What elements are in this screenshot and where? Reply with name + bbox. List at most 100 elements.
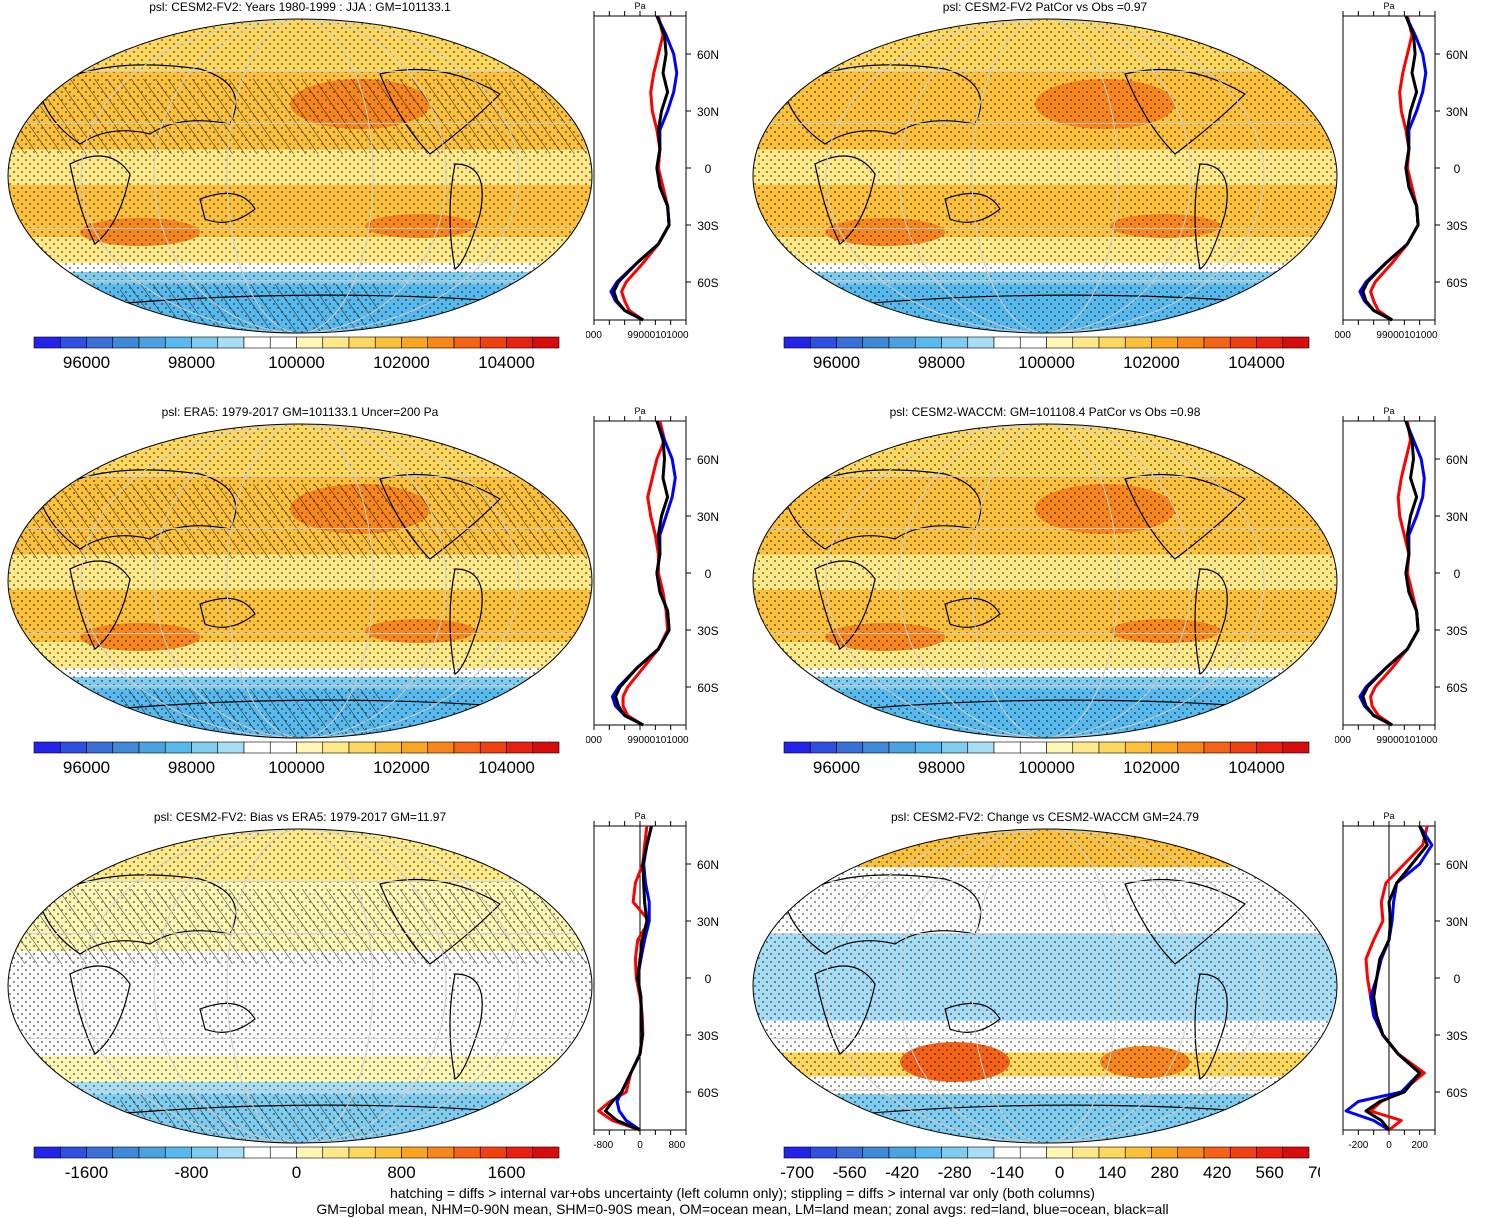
zonal-ylabel: Pa — [1383, 811, 1394, 821]
map-era5 — [7, 423, 593, 739]
colorbar-box — [348, 1146, 376, 1159]
map-change — [752, 828, 1338, 1144]
colorbar-tick-label: 100000 — [268, 353, 325, 372]
zonal-lat-label: 30S — [697, 624, 718, 638]
panel-fv2-clim: psl: CESM2-FV2: Years 1980-1999 : JJA : … — [0, 0, 740, 380]
colorbar-tick-label: 560 — [1255, 1163, 1283, 1182]
zonal-ylabel: Pa — [634, 406, 645, 416]
zonal-ylabel: Pa — [634, 811, 645, 821]
colorbar-box — [348, 741, 376, 754]
zonal-frame — [1342, 15, 1436, 321]
colorbar-bias: -1600 -800 0 800 1600 — [33, 1146, 560, 1182]
map-field — [8, 19, 592, 333]
colorbar-box — [1072, 1146, 1100, 1159]
colorbar-box — [1256, 741, 1284, 754]
colorbar-box — [506, 336, 534, 349]
hatching-north — [8, 484, 592, 559]
colorbar-box — [941, 336, 969, 349]
map-fv2-clim — [7, 18, 593, 334]
colorbar-tick-label: 104000 — [478, 758, 535, 777]
zonal-x-label: -800 — [593, 1140, 613, 1150]
graticule — [8, 424, 592, 738]
colorbar-era5: 96000 98000 100000 102000 104000 — [33, 741, 560, 777]
footer-note-1: hatching = diffs > internal var+obs unce… — [390, 1185, 1095, 1201]
colorbar-box — [1256, 1146, 1284, 1159]
colorbar-box — [348, 336, 376, 349]
map-outline — [752, 828, 1338, 1144]
map-fv2-patcor — [752, 18, 1338, 334]
colorbar-tick-label: 100000 — [268, 758, 325, 777]
colorbar-box — [269, 336, 297, 349]
colorbar-box — [269, 741, 297, 754]
zonal-land-line — [1369, 420, 1420, 727]
colorbar-box — [993, 336, 1021, 349]
colorbar-box — [427, 741, 455, 754]
meridian — [153, 829, 447, 1143]
colorbar-box — [217, 1146, 245, 1159]
zonal-lat-label: 60S — [697, 1086, 718, 1100]
zonal-waccm: Pa 60N 30N 0 30S 60S 97000 99000101000 — [1335, 406, 1468, 745]
colorbar-box — [296, 1146, 324, 1159]
zonal-x-label: 97000 — [1335, 330, 1351, 340]
meridian — [825, 829, 1265, 1143]
meridian — [898, 19, 1192, 333]
colorbar-box — [1046, 336, 1074, 349]
zonal-lat-label: 60S — [697, 276, 718, 290]
zonal-x-label: -200 — [1348, 1140, 1368, 1150]
meridian — [80, 829, 520, 1143]
colorbar-box — [914, 336, 942, 349]
meridian — [153, 424, 447, 738]
colorbar-tick-label: 104000 — [478, 353, 535, 372]
colorbar-box — [1124, 336, 1152, 349]
colorbar-box — [479, 1146, 507, 1159]
zonal-frame — [593, 15, 687, 321]
panel-change: psl: CESM2-FV2: Change vs CESM2-WACCM GM… — [745, 810, 1485, 1190]
colorbar-box — [374, 1146, 402, 1159]
colorbar-box — [1124, 1146, 1152, 1159]
graticule — [753, 829, 1337, 1143]
zonal-ocean-line — [610, 420, 677, 727]
colorbar-tick-label: 140 — [1098, 1163, 1126, 1182]
colorbar-box — [809, 1146, 837, 1159]
colorbar-tick-label: -560 — [833, 1163, 867, 1182]
colorbar-box — [1151, 336, 1179, 349]
colorbar-box — [888, 741, 916, 754]
colorbar-box — [1229, 336, 1257, 349]
colorbar-box — [427, 336, 455, 349]
colorbar-box — [1098, 336, 1126, 349]
colorbar-box — [59, 336, 87, 349]
colorbar-box — [993, 741, 1021, 754]
zonal-ocean-line — [609, 15, 679, 322]
colorbar-box — [941, 741, 969, 754]
panel-fv2-patcor: psl: CESM2-FV2 PatCor vs Obs =0.97 Pa 60N… — [745, 0, 1485, 380]
colorbar-tick-label: -700 — [780, 1163, 814, 1182]
colorbar-box — [401, 1146, 429, 1159]
colorbar-box — [1256, 336, 1284, 349]
meridian — [898, 424, 1192, 738]
colorbar-box — [1151, 741, 1179, 754]
zonal-x-label: 99000101000 — [1376, 330, 1438, 340]
graticule — [8, 829, 592, 1143]
zonal-lat-label: 0 — [705, 972, 712, 986]
colorbar-box — [862, 741, 890, 754]
colorbar-box — [1282, 1146, 1310, 1159]
zonal-x-label: 97000 — [586, 735, 602, 745]
zonal-land-line — [1369, 15, 1420, 322]
colorbar-box — [1177, 741, 1205, 754]
zonal-lat-label: 0 — [1454, 567, 1461, 581]
panel-title: psl: CESM2-FV2: Bias vs ERA5: 1979-2017 … — [153, 810, 447, 824]
colorbar-box — [506, 1146, 534, 1159]
zonal-lat-label: 30N — [1446, 105, 1468, 119]
zonal-lat-label: 30S — [697, 219, 718, 233]
panel-title: psl: CESM2-FV2 PatCor vs Obs =0.97 — [942, 0, 1148, 14]
colorbar-box — [191, 336, 219, 349]
colorbar-box — [59, 1146, 87, 1159]
colorbar-box — [1019, 1146, 1047, 1159]
zonal-x-label: 99000101000 — [627, 735, 689, 745]
colorbar-box — [243, 1146, 271, 1159]
zonal-fv2-patcor: Pa 60N 30N 0 30S 60S 97000 99000101000 — [1335, 1, 1468, 340]
colorbar-box — [86, 336, 114, 349]
zonal-ocean-line — [1358, 420, 1426, 727]
colorbar-box — [33, 1146, 61, 1159]
stippling — [753, 829, 1337, 1143]
